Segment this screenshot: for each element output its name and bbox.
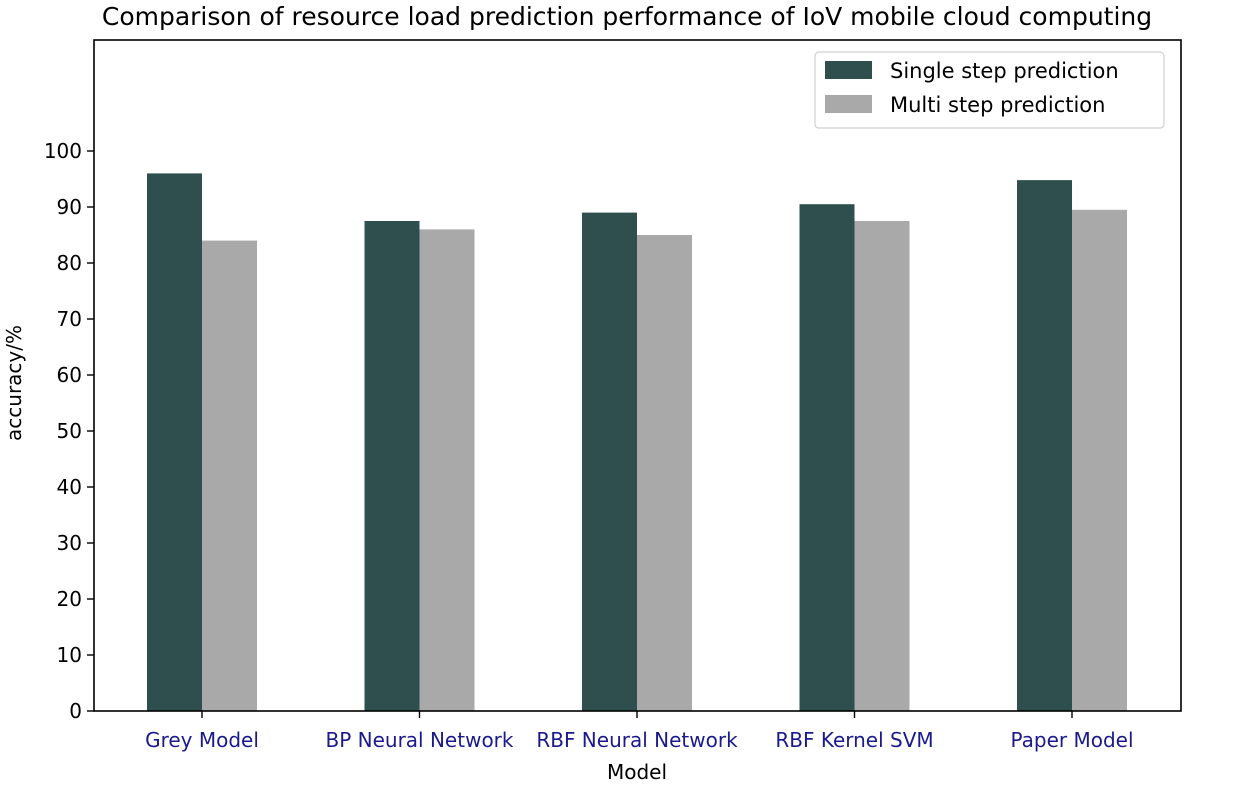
bar-multi-4	[1072, 209, 1127, 712]
y-tick-label: 60	[57, 363, 82, 387]
legend-swatch-multi-step	[825, 95, 872, 113]
x-tick-label: BP Neural Network	[326, 728, 514, 752]
chart-title: Comparison of resource load prediction p…	[102, 2, 1152, 31]
y-tick-label: 0	[69, 699, 82, 723]
legend-swatch-single-step	[825, 61, 872, 79]
bar-single-4	[1017, 180, 1072, 711]
y-tick-label: 90	[57, 195, 82, 219]
bar-single-2	[582, 212, 637, 711]
bar-single-1	[364, 221, 420, 711]
bar-multi-3	[854, 221, 910, 711]
legend-box	[814, 51, 1165, 129]
y-tick-label: 70	[57, 307, 82, 331]
x-tick-label: Paper Model	[1010, 728, 1133, 752]
bar-single-0	[147, 173, 202, 711]
bar-single-3	[799, 204, 855, 711]
legend-label-multi-step: Multi step prediction	[890, 93, 1105, 117]
bar-multi-2	[637, 235, 692, 711]
y-tick-label: 100	[44, 139, 82, 163]
y-tick-label: 40	[57, 475, 82, 499]
x-tick-label: RBF Kernel SVM	[775, 728, 933, 752]
x-tick-label: Grey Model	[145, 728, 259, 752]
y-axis-label: accuracy/%	[2, 325, 26, 441]
y-tick-label: 20	[57, 587, 82, 611]
y-tick-label: 80	[57, 251, 82, 275]
legend-label-single-step: Single step prediction	[890, 59, 1119, 83]
x-tick-label: RBF Neural Network	[536, 728, 738, 752]
y-tick-label: 30	[57, 531, 82, 555]
y-tick-label: 50	[57, 419, 82, 443]
plot-area: 0 10 20 30 40 50 60 70 80 90 100 Grey Model BP Neura…	[44, 39, 1182, 752]
x-axis-label: Model	[607, 760, 667, 784]
bar-multi-0	[202, 240, 257, 711]
legend: Single step prediction Multi step predic…	[814, 51, 1165, 129]
bar-multi-1	[419, 229, 475, 711]
y-tick-label: 10	[57, 643, 82, 667]
